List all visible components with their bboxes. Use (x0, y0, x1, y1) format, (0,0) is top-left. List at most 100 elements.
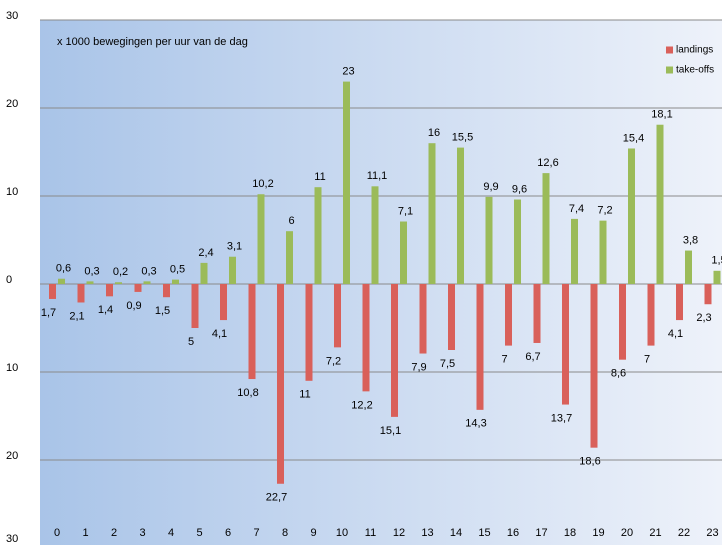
data-label: 12,6 (537, 157, 558, 169)
data-label: 10,2 (252, 178, 273, 190)
bar (542, 173, 550, 284)
x-tick-label: 1 (82, 527, 88, 539)
bar (628, 148, 635, 284)
data-label: 1,7 (41, 307, 56, 319)
y-tick-label: 10 (6, 362, 18, 374)
y-tick-label: 30 (6, 533, 18, 545)
data-label: 12,2 (351, 399, 372, 411)
x-tick-label: 6 (225, 527, 231, 539)
bar (514, 199, 521, 284)
y-tick-label: 0 (6, 274, 12, 286)
x-tick-label: 17 (535, 527, 547, 539)
data-label: 18,1 (651, 109, 672, 121)
bar (277, 284, 284, 484)
bar (106, 284, 113, 297)
bar (685, 250, 692, 284)
legend-label: landings (676, 45, 713, 56)
x-tick-label: 16 (507, 527, 519, 539)
x-tick-label: 14 (450, 527, 462, 539)
data-label: 7,2 (597, 205, 612, 217)
bar (115, 282, 122, 284)
bar (571, 218, 578, 284)
x-tick-label: 21 (649, 527, 661, 539)
data-label: 13,7 (551, 412, 572, 424)
x-tick-label: 5 (196, 527, 202, 539)
data-label: 7,1 (398, 205, 413, 217)
x-tick-label: 22 (678, 527, 690, 539)
bar (172, 279, 179, 284)
bar (343, 81, 350, 284)
bar (191, 284, 199, 328)
bar (229, 256, 236, 284)
x-tick-label: 20 (621, 527, 633, 539)
bar (476, 284, 484, 410)
bar (656, 124, 664, 284)
data-label: 9,9 (483, 181, 498, 193)
bar (77, 284, 85, 303)
data-label: 15,1 (380, 425, 401, 437)
data-label: 0,5 (170, 264, 185, 276)
data-label: 1,4 (98, 304, 113, 316)
x-tick-label: 8 (282, 527, 288, 539)
x-tick-label: 3 (139, 527, 145, 539)
data-label: 0,2 (113, 266, 128, 278)
bar (485, 196, 493, 284)
bar (457, 147, 464, 284)
data-label: 0,6 (56, 263, 71, 275)
bar (220, 284, 227, 321)
x-tick-label: 23 (706, 527, 718, 539)
data-label: 15,5 (452, 132, 473, 144)
x-tick-label: 10 (336, 527, 348, 539)
bar (362, 284, 370, 392)
bar (334, 284, 341, 348)
bar (58, 278, 65, 284)
bar (419, 284, 427, 354)
bar (143, 281, 151, 284)
bar (599, 220, 607, 284)
bar (619, 284, 626, 360)
data-label: 7,2 (326, 355, 341, 367)
x-tick-label: 9 (310, 527, 316, 539)
x-tick-label: 11 (365, 527, 376, 539)
chart-title: x 1000 bewegingen per uur van de dag (57, 36, 248, 48)
data-label: 3,1 (227, 241, 242, 253)
y-tick-label: 10 (6, 186, 18, 198)
data-label: 1,5 (711, 255, 722, 267)
data-label: 16 (428, 127, 440, 139)
data-label: 11 (299, 389, 310, 401)
plot-area (40, 20, 722, 545)
legend-label: take-offs (676, 65, 714, 76)
data-label: 7,4 (569, 203, 584, 215)
data-label: 11,1 (367, 170, 388, 182)
bar (248, 284, 256, 380)
x-tick-label: 15 (478, 527, 490, 539)
bar (713, 270, 721, 284)
data-label: 7 (644, 354, 650, 366)
legend-swatch (666, 46, 673, 54)
legend-swatch (666, 66, 673, 74)
bar (200, 262, 208, 284)
data-label: 6 (288, 215, 294, 227)
x-tick-label: 18 (564, 527, 576, 539)
bar (590, 284, 598, 448)
data-label: 2,3 (696, 312, 711, 324)
data-label: 2,4 (198, 247, 213, 259)
data-label: 5 (188, 336, 194, 348)
x-tick-label: 4 (168, 527, 174, 539)
bar (134, 284, 142, 292)
bar (314, 187, 322, 284)
x-tick-label: 2 (111, 527, 117, 539)
bar (400, 221, 407, 284)
data-label: 11 (314, 171, 325, 183)
data-label: 0,3 (141, 265, 156, 277)
data-label: 8,6 (611, 368, 626, 380)
data-label: 0,9 (126, 300, 141, 312)
bar (704, 284, 712, 305)
bar (676, 284, 683, 321)
bar (533, 284, 541, 343)
data-label: 6,7 (525, 351, 540, 363)
data-label: 15,4 (623, 132, 644, 144)
y-tick-label: 30 (6, 10, 18, 22)
bar (391, 284, 398, 417)
